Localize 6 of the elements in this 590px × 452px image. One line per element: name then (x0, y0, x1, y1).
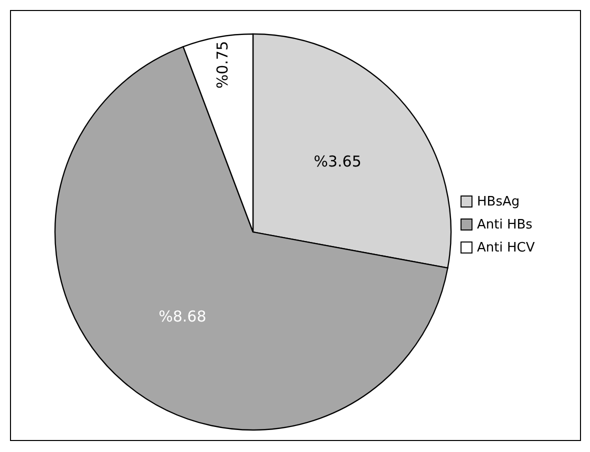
legend-label: HBsAg (477, 194, 520, 210)
legend-label: Anti HCV (477, 240, 535, 256)
data-label: %3.65 (314, 152, 362, 171)
data-label: %8.68 (158, 307, 206, 326)
data-label: %0.75 (214, 40, 232, 89)
legend-label: Anti HBs (477, 218, 533, 232)
